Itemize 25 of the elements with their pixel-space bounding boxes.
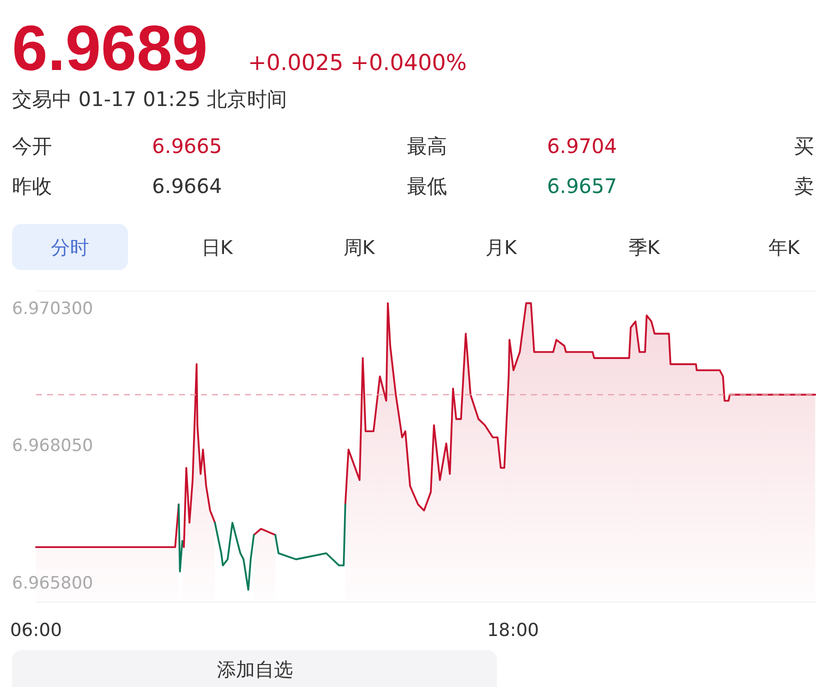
text: 年K xyxy=(768,237,800,259)
text: 买 xyxy=(794,134,814,158)
text: 最高 xyxy=(407,134,447,158)
chart-title: 6.9689 xyxy=(12,12,208,84)
x-tick-label: 18:00 xyxy=(487,620,539,641)
text: 分时 xyxy=(51,237,89,259)
text: 6.9657 xyxy=(547,174,617,198)
text: 季K xyxy=(628,237,660,259)
y-tick-label: 6.970300 xyxy=(12,298,94,319)
text: 添加自选 xyxy=(217,659,293,681)
chart-subtitle: +0.0025 +0.0400% xyxy=(248,51,467,76)
y-tick-label: 6.965800 xyxy=(12,573,94,594)
y-tick-label: 6.968050 xyxy=(12,436,94,456)
text: 日K xyxy=(201,237,234,259)
x-tick-label: 06:00 xyxy=(10,620,62,641)
text: 交易中 01-17 01:25 北京时间 xyxy=(12,87,287,111)
text: 周K xyxy=(343,237,376,259)
text: 昨收 xyxy=(12,174,52,198)
text: 卖 xyxy=(794,174,814,198)
text: 6.9704 xyxy=(547,134,617,158)
text: 月K xyxy=(485,237,518,259)
text: 今开 xyxy=(12,134,52,158)
text: 最低 xyxy=(407,174,447,198)
text: 6.9665 xyxy=(152,134,222,158)
text: 6.9664 xyxy=(152,174,222,198)
